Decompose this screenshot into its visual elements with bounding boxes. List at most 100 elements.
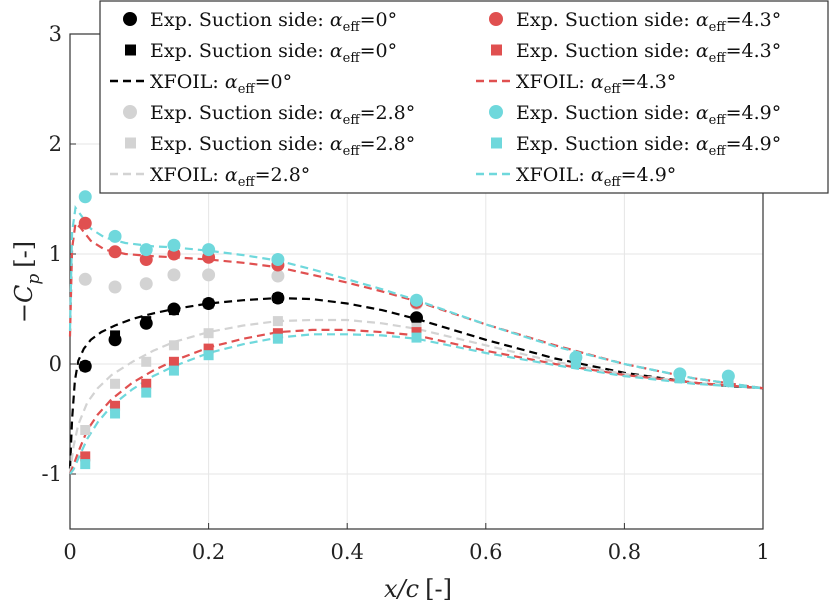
- data-point-square-a0: [110, 330, 121, 341]
- xfoil-line-a43: [68, 328, 764, 475]
- data-point-square-a43: [80, 451, 91, 462]
- legend-marker-square: [491, 137, 502, 149]
- data-point-circle-a28: [139, 277, 153, 291]
- data-point-square-a49: [674, 373, 685, 384]
- data-point-square-a49: [570, 357, 581, 368]
- x-tick-label: 0.6: [469, 540, 502, 564]
- data-point-square-a49: [411, 332, 422, 343]
- legend-marker-circle: [489, 12, 503, 26]
- y-tick-label: 3: [49, 22, 62, 46]
- legend-item: Exp. Suction side: αeff=0°: [125, 40, 397, 66]
- data-point-square-a0: [80, 361, 91, 372]
- y-tick-label: 1: [49, 242, 62, 266]
- data-point-square-a0: [141, 316, 152, 327]
- data-point-circle-a28: [271, 269, 285, 283]
- data-point-square-a28: [168, 340, 179, 351]
- data-point-square-a49: [110, 408, 121, 419]
- data-point-circle-a28: [78, 272, 92, 286]
- legend-item: Exp. Suction side: αeff=4.3°: [489, 9, 781, 35]
- legend-box: [99, 0, 829, 194]
- data-point-square-a43: [272, 328, 283, 339]
- data-point-square-a43: [168, 356, 179, 367]
- data-point-square-a0: [203, 298, 214, 309]
- y-tick-label: 0: [49, 352, 62, 376]
- data-point-square-a49: [80, 459, 91, 470]
- data-point-square-a0: [168, 305, 179, 316]
- legend-item: XFOIL: αeff=0°: [110, 71, 292, 97]
- legend-marker-circle: [123, 12, 137, 26]
- x-tick-label: 0.8: [608, 540, 641, 564]
- data-point-square-a28: [80, 425, 91, 435]
- data-point-square-a0: [272, 293, 283, 303]
- legend-item: Exp. Suction side: αeff=4.9°: [491, 133, 781, 159]
- data-point-circle-a43: [108, 245, 122, 259]
- x-tick-labels: 0 0.2 0.4 0.6 0.8 1: [63, 540, 769, 564]
- data-point-square-a28: [203, 328, 214, 339]
- data-point-circle-a43: [78, 216, 92, 230]
- legend-item: Exp. Suction side: αeff=0°: [123, 9, 397, 35]
- legend-marker-square: [125, 137, 136, 149]
- y-tick-label: -1: [42, 462, 62, 486]
- legend-label: Exp. Suction side: αeff=0°: [150, 9, 397, 35]
- data-point-circle-a43: [139, 253, 153, 266]
- data-point-circle-a49: [202, 243, 216, 257]
- data-point-circle-a28: [167, 268, 181, 282]
- x-tick-label: 0: [63, 540, 76, 564]
- data-point-square-a49: [203, 350, 214, 361]
- data-point-square-a43: [110, 400, 121, 411]
- legend-label: Exp. Suction side: αeff=4.3°: [516, 40, 781, 66]
- data-point-circle-a49: [139, 243, 153, 257]
- data-point-square-a43: [141, 378, 152, 389]
- data-point-square-a49: [723, 376, 734, 387]
- legend-item: XFOIL: αeff=2.8°: [110, 164, 310, 190]
- x-axis-label: x/c [-]: [384, 575, 452, 603]
- data-point-square-a28: [110, 378, 121, 389]
- data-point-circle-a49: [271, 253, 285, 266]
- legend-label: XFOIL: αeff=0°: [150, 71, 292, 97]
- legend-item: Exp. Suction side: αeff=4.9°: [489, 102, 781, 128]
- data-point-circle-a49: [167, 238, 181, 252]
- y-tick-labels: -1 0 1 2 3: [42, 22, 62, 486]
- xfoil-line-a49: [69, 333, 764, 475]
- legend: Exp. Suction side: αeff=0° Exp. Suction s…: [99, 0, 829, 194]
- data-point-square-a49: [168, 365, 179, 376]
- data-point-square-a43: [203, 343, 214, 354]
- data-point-circle-a49: [78, 190, 92, 204]
- data-point-square-a28: [141, 356, 152, 367]
- data-point-circle-a49: [410, 293, 423, 307]
- legend-item: XFOIL: αeff=4.3°: [476, 71, 676, 97]
- legend-label: Exp. Suction side: αeff=4.3°: [516, 9, 781, 35]
- data-point-square-a49: [141, 387, 152, 398]
- legend-label: Exp. Suction side: αeff=2.8°: [150, 133, 415, 159]
- data-point-square-a43: [411, 327, 422, 338]
- x-tick-label: 0.2: [192, 540, 225, 564]
- data-point-square-a49: [272, 333, 283, 344]
- xfoil-line-a28: [68, 318, 764, 475]
- data-point-circle-a28: [108, 280, 122, 294]
- data-point-circle-a28: [202, 268, 216, 282]
- legend-marker-square: [125, 44, 136, 56]
- legend-marker-circle: [123, 105, 137, 119]
- data-point-square-a0: [411, 313, 422, 324]
- x-tick-label: 0.4: [330, 540, 363, 564]
- x-tick-label: 1: [756, 540, 769, 564]
- legend-marker-circle: [489, 105, 503, 119]
- legend-marker-square: [491, 44, 502, 56]
- legend-label: XFOIL: αeff=2.8°: [150, 164, 310, 190]
- xfoil-line-a0: [68, 296, 764, 469]
- legend-label: Exp. Suction side: αeff=0°: [150, 40, 397, 66]
- xfoil-line-a43: [68, 220, 764, 390]
- legend-item: Exp. Suction side: αeff=4.3°: [491, 40, 781, 66]
- data-point-circle-a49: [108, 229, 122, 243]
- legend-item: Exp. Suction side: αeff=2.8°: [125, 133, 415, 159]
- legend-item: Exp. Suction side: αeff=2.8°: [123, 102, 415, 128]
- y-tick-label: 2: [49, 132, 62, 156]
- legend-label: Exp. Suction side: αeff=2.8°: [150, 102, 415, 128]
- y-axis-label: −Cp[-]: [10, 241, 44, 323]
- legend-item: XFOIL: αeff=4.9°: [476, 164, 676, 190]
- legend-label: XFOIL: αeff=4.9°: [516, 164, 676, 190]
- data-point-square-a28: [272, 316, 283, 327]
- legend-label: Exp. Suction side: αeff=4.9°: [516, 133, 781, 159]
- series-markers: [78, 190, 735, 470]
